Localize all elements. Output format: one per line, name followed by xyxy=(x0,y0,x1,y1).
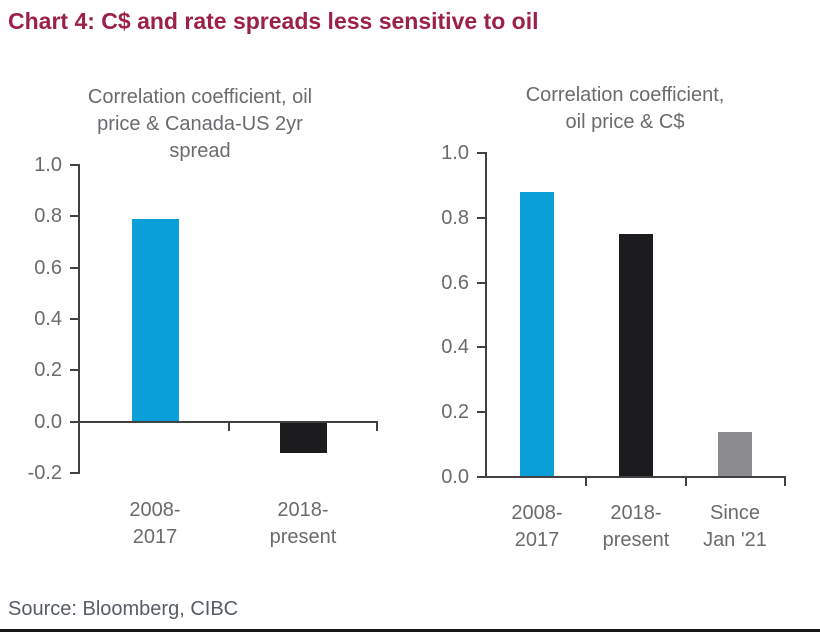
bar-1 xyxy=(520,192,554,476)
category-label: 2018- present xyxy=(269,499,337,548)
y-tick-label: 0.0 xyxy=(441,466,469,488)
x-tick xyxy=(585,478,587,486)
y-tick-label: 0.4 xyxy=(34,308,62,330)
y-tick xyxy=(477,282,485,284)
y-tick xyxy=(70,215,78,217)
source-note: Source: Bloomberg, CIBC xyxy=(8,598,239,620)
category-label: 2018- present xyxy=(602,502,670,551)
bar-2 xyxy=(619,234,653,476)
category-label: 2008- 2017 xyxy=(129,499,181,548)
y-tick-label: 0.0 xyxy=(34,411,62,433)
y-tick xyxy=(70,267,78,269)
y-tick xyxy=(477,217,485,219)
y-tick-label: 0.8 xyxy=(34,205,62,227)
bar-3 xyxy=(718,432,752,476)
y-tick xyxy=(477,476,485,478)
y-tick-label: 0.2 xyxy=(441,401,469,423)
y-tick xyxy=(477,346,485,348)
figure-headline: Chart 4: C$ and rate spreads less sensit… xyxy=(8,8,539,34)
y-axis-line xyxy=(78,164,80,474)
y-tick-label: 1.0 xyxy=(441,142,469,164)
y-tick-label: 0.4 xyxy=(441,336,469,358)
x-tick xyxy=(685,478,687,486)
x-tick xyxy=(228,423,230,431)
category-label: 2008- 2017 xyxy=(511,502,563,551)
x-axis-line xyxy=(80,421,378,423)
chart-title: Correlation coefficient, oil price & Can… xyxy=(87,86,313,162)
y-tick-label: 0.6 xyxy=(34,257,62,279)
y-tick-label: -0.2 xyxy=(27,462,62,484)
category-label: Since Jan '21 xyxy=(703,502,767,551)
y-tick-label: 0.2 xyxy=(34,359,62,381)
bar-1 xyxy=(132,219,179,421)
y-tick-label: 0.6 xyxy=(441,272,469,294)
x-tick xyxy=(784,478,786,486)
bar-2 xyxy=(280,423,327,453)
y-tick xyxy=(70,369,78,371)
y-tick xyxy=(70,164,78,166)
y-tick-label: 1.0 xyxy=(34,154,62,176)
y-tick xyxy=(70,318,78,320)
y-tick xyxy=(70,472,78,474)
y-tick xyxy=(70,421,78,423)
x-axis-line xyxy=(487,476,786,478)
x-tick xyxy=(376,423,378,431)
bottom-rule xyxy=(0,629,820,632)
y-axis-line xyxy=(485,152,487,478)
y-tick xyxy=(477,411,485,413)
y-tick-label: 0.8 xyxy=(441,207,469,229)
y-tick xyxy=(477,152,485,154)
chart-title: Correlation coefficient, oil price & C$ xyxy=(525,84,725,133)
